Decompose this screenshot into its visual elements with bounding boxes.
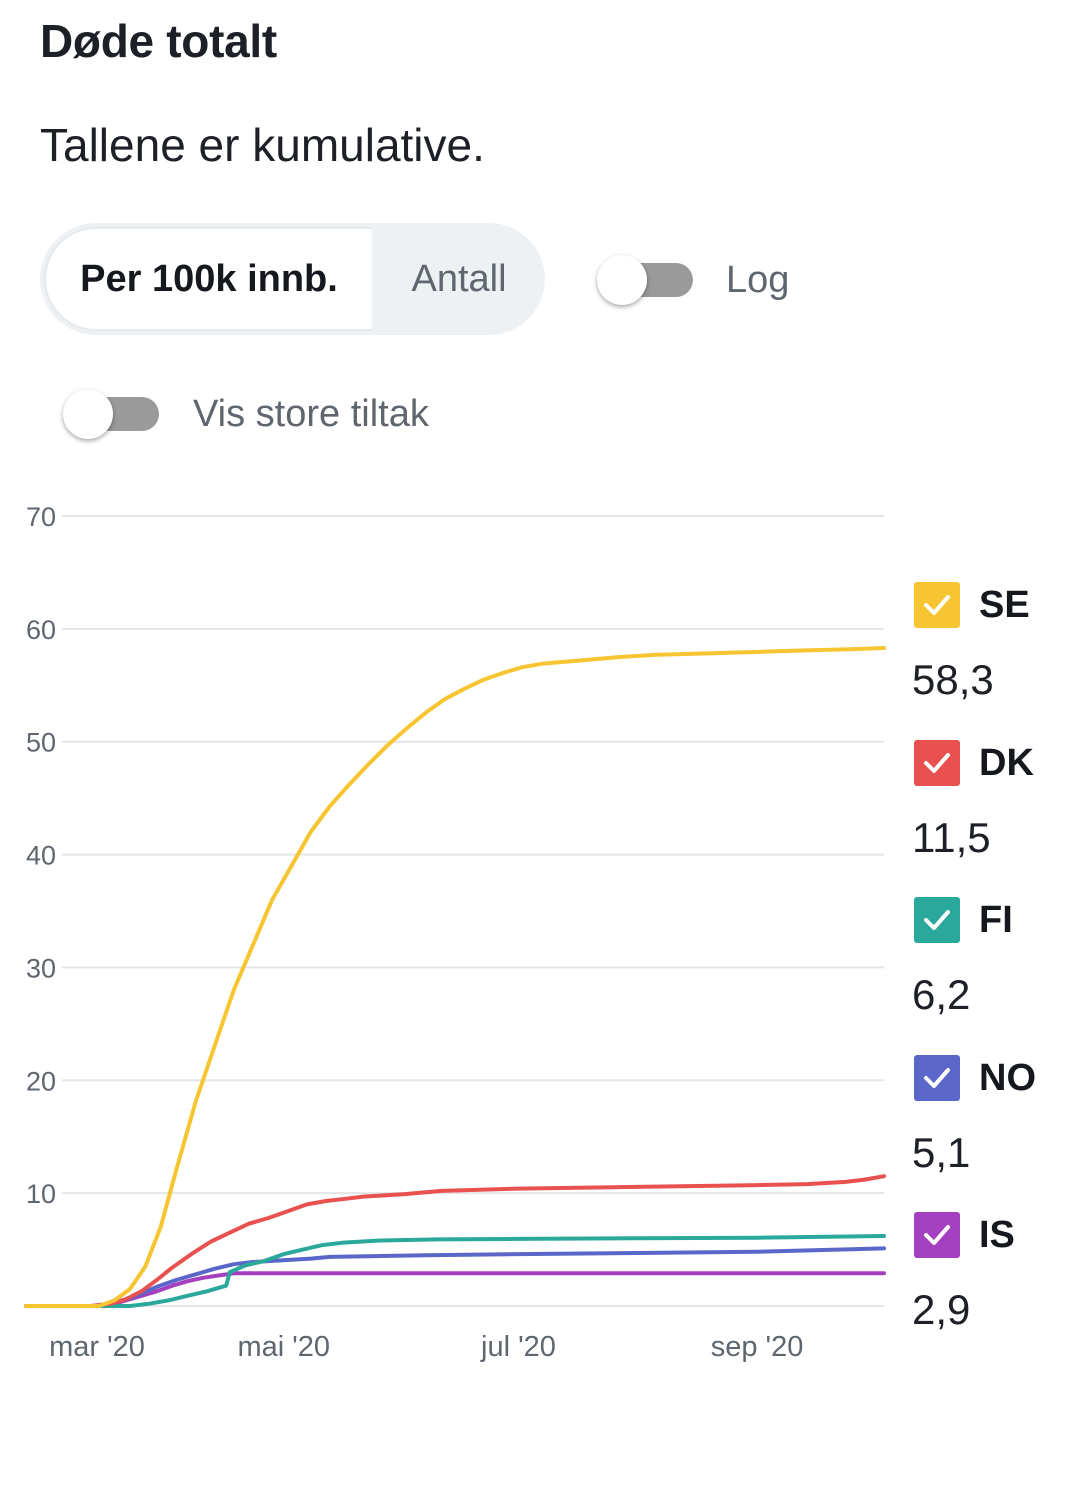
checkmark-icon (924, 752, 950, 773)
legend-value: 11,5 (912, 813, 991, 861)
legend-label: SE (979, 584, 1030, 626)
legend-label: NO (979, 1056, 1036, 1099)
unit-segmented-control: Per 100k innb. Antall (40, 223, 545, 335)
legend-checkbox-dk[interactable] (914, 739, 960, 786)
series-lines (24, 646, 886, 1308)
measures-toggle-knob (63, 389, 113, 439)
series-line-fi (24, 1234, 886, 1308)
measures-toggle[interactable] (63, 389, 163, 439)
chart-grid (26, 515, 884, 1307)
series-line-se (24, 646, 886, 1308)
y-tick-label: 50 (26, 728, 56, 758)
y-tick-label: 10 (26, 1179, 56, 1209)
x-tick-label: mar '20 (49, 1331, 145, 1363)
page-subtitle: Tallene er kumulative. (40, 119, 485, 171)
x-tick-label: jul '20 (480, 1331, 556, 1363)
y-tick-label: 30 (26, 953, 56, 983)
y-tick-label: 60 (26, 615, 56, 645)
x-axis-ticks: mar '20 mai '20 jul '20 sep '20 (49, 1331, 803, 1363)
y-axis-ticks: 10 20 30 40 50 60 70 (26, 502, 56, 1209)
log-toggle-label: Log (726, 259, 790, 301)
y-tick-label: 70 (26, 502, 56, 532)
y-tick-label: 20 (26, 1066, 56, 1096)
legend-checkbox-se[interactable] (914, 582, 960, 628)
legend-checkbox-fi[interactable] (914, 897, 960, 943)
legend-checkbox-is[interactable] (914, 1212, 960, 1258)
legend-value: 58,3 (912, 656, 994, 703)
y-tick-label: 40 (26, 841, 56, 871)
log-toggle[interactable] (597, 255, 697, 305)
legend-value: 5,1 (912, 1128, 971, 1176)
series-line-dk (24, 1174, 886, 1308)
legend-item-se: SE 58,3 (912, 582, 1072, 740)
legend-item-fi: FI 6,2 (912, 897, 1072, 1055)
checkmark-icon (924, 1067, 950, 1088)
checkmark-icon (924, 595, 950, 615)
log-toggle-knob (597, 255, 647, 305)
checkmark-icon (924, 910, 950, 930)
page-title: Døde totalt (40, 15, 277, 67)
x-tick-label: sep '20 (711, 1331, 804, 1363)
legend-label: IS (979, 1214, 1015, 1256)
chart-legend: SE 58,3 DK 11,5 FI 6,2 NO 5,1 IS 2,9 (912, 582, 1072, 1370)
checkmark-icon (924, 1225, 950, 1245)
measures-toggle-label: Vis store tiltak (193, 393, 429, 435)
legend-checkbox-no[interactable] (914, 1054, 960, 1101)
per-100k-button[interactable]: Per 100k innb. (44, 227, 372, 331)
series-line-no (24, 1246, 886, 1308)
legend-value: 6,2 (912, 971, 971, 1018)
legend-label: FI (979, 899, 1013, 941)
legend-item-dk: DK 11,5 (912, 739, 1072, 898)
legend-item-no: NO 5,1 (912, 1054, 1072, 1213)
x-tick-label: mai '20 (237, 1331, 330, 1363)
legend-item-is: IS 2,9 (912, 1212, 1072, 1370)
legend-value: 2,9 (912, 1286, 971, 1333)
antall-button[interactable]: Antall (411, 257, 507, 300)
legend-label: DK (979, 741, 1034, 784)
deaths-line-chart: 10 20 30 40 50 60 70 mar '20 mai '20 jul '20 sep … (24, 502, 886, 1363)
